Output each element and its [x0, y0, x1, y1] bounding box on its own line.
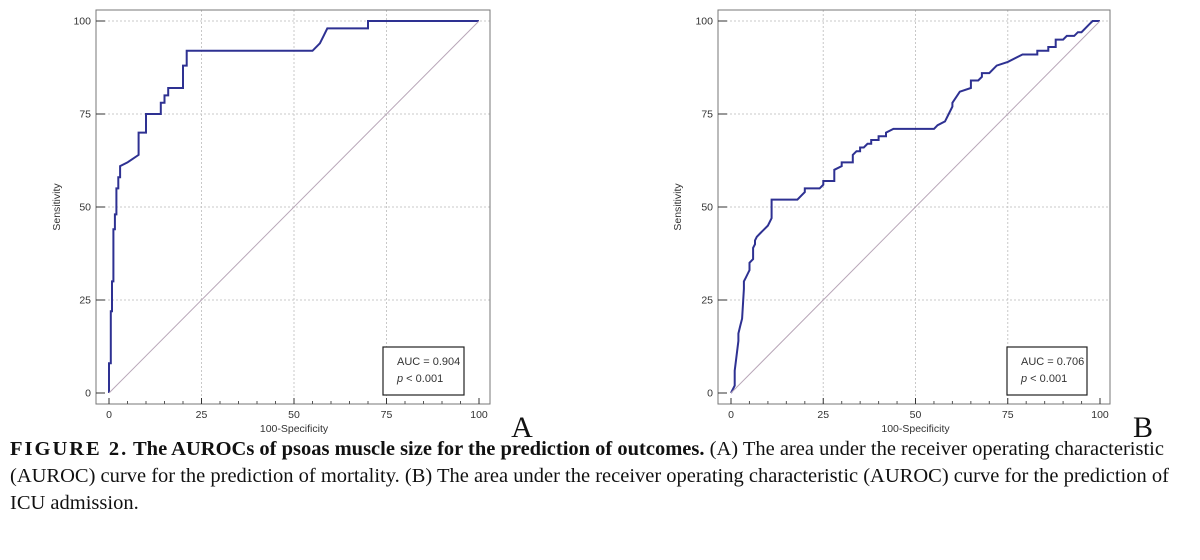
x-tick-label: 25 — [817, 409, 829, 421]
y-tick-label: 50 — [79, 202, 91, 214]
auc-value-text: AUC = 0.904 — [397, 356, 460, 368]
figure: 0 25 50 75 100 0 25 50 75 100 100-Specificity Sensi… — [51, 9, 1153, 444]
panel-letter: B — [1133, 411, 1153, 444]
x-tick-label: 100 — [470, 409, 488, 421]
x-tick-label: 0 — [106, 409, 112, 421]
y-tick-label: 75 — [701, 109, 713, 121]
y-axis-title: Sensitivity — [672, 183, 684, 231]
roc-curve-line — [108, 20, 479, 393]
p-value-rest: < 0.001 — [1027, 373, 1067, 385]
p-value-symbol: p — [1020, 373, 1027, 385]
x-tick-label: 50 — [288, 409, 300, 421]
reference-diagonal-line — [730, 20, 1101, 394]
caption-body: (A) The area under the receiver operatin… — [10, 438, 1169, 514]
x-axis-title: 100-Specificity — [260, 423, 329, 435]
x-axis-title: 100-Specificity — [881, 423, 950, 435]
y-tick-label: 50 — [701, 202, 713, 214]
caption-title: FIGURE 2. The AUROCs of psoas muscle siz… — [10, 438, 705, 460]
figure-caption: FIGURE 2. The AUROCs of psoas muscle siz… — [10, 436, 1192, 517]
x-tick-label: 75 — [381, 409, 393, 421]
p-value-symbol: p — [396, 373, 403, 385]
roc-curve-line — [730, 20, 1100, 394]
y-tick-label: 100 — [73, 16, 91, 28]
y-tick-label: 25 — [79, 295, 91, 307]
caption-label: FIGURE 2. — [10, 438, 129, 460]
p-value-text: p < 0.001 — [396, 373, 443, 385]
x-tick-label: 75 — [1002, 409, 1014, 421]
chart-panel-a: 0 25 50 75 100 0 25 50 75 100 100-Specificity Sensi… — [51, 9, 533, 444]
x-tick-label: 25 — [196, 409, 208, 421]
p-value-rest: < 0.001 — [403, 373, 443, 385]
y-tick-label: 0 — [85, 388, 91, 400]
p-value-text: p < 0.001 — [1020, 373, 1067, 385]
auc-annotation-box — [1006, 346, 1088, 396]
x-tick-label: 50 — [910, 409, 922, 421]
y-tick-label: 25 — [701, 295, 713, 307]
x-tick-label: 100 — [1091, 409, 1109, 421]
chart-panel-b: 0 25 50 75 100 0 25 50 75 100 100-Specificity Sensi… — [672, 9, 1153, 444]
y-axis-title: Sensitivity — [51, 183, 63, 231]
y-tick-label: 75 — [79, 109, 91, 121]
caption-title-text: The AUROCs of psoas muscle size for the … — [128, 438, 705, 460]
reference-diagonal-line — [108, 20, 480, 394]
y-tick-label: 0 — [707, 388, 713, 400]
panel-letter: A — [511, 411, 533, 444]
x-tick-label: 0 — [728, 409, 734, 421]
auc-annotation-box — [382, 346, 465, 396]
auc-value-text: AUC = 0.706 — [1021, 356, 1084, 368]
y-tick-label: 100 — [695, 16, 713, 28]
